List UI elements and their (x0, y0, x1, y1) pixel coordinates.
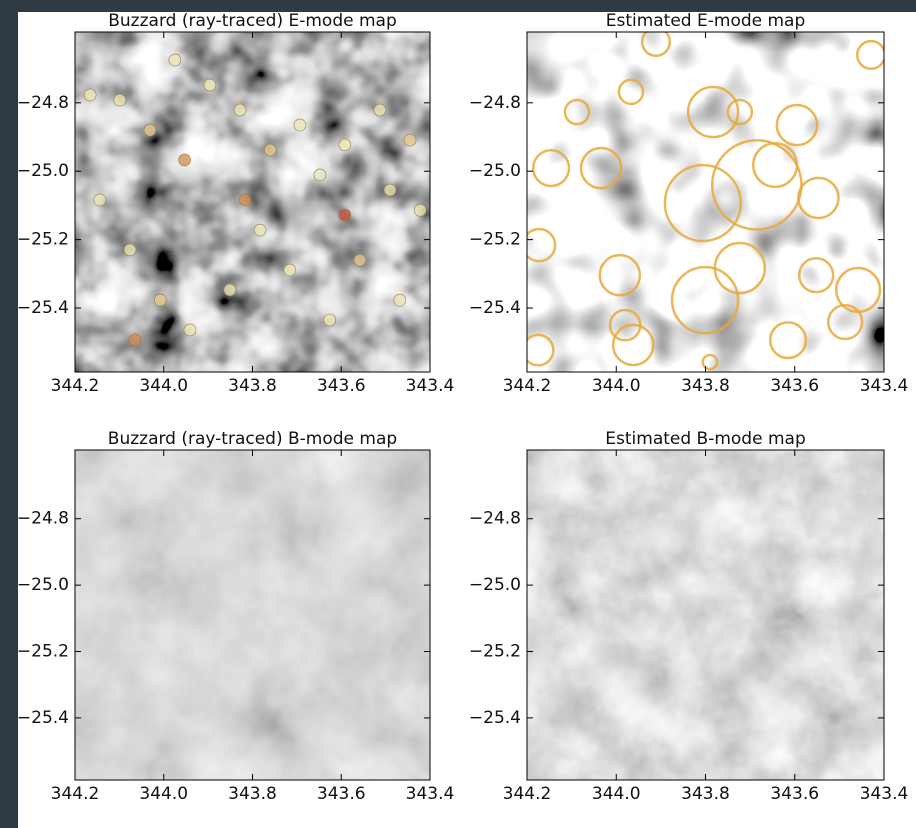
galaxy-point (169, 54, 181, 66)
y-tick-label: −25.0 (469, 161, 521, 181)
galaxy-point (94, 194, 106, 206)
galaxy-point (129, 334, 141, 346)
x-tick-label: 343.8 (228, 784, 277, 804)
galaxy-point (339, 139, 351, 151)
galaxy-point (124, 244, 136, 256)
x-tick-label: 344.2 (51, 376, 100, 396)
galaxy-point (394, 294, 406, 306)
y-tick-label: −25.4 (17, 298, 69, 318)
map-image (75, 450, 430, 780)
x-tick-label: 343.6 (317, 376, 366, 396)
x-tick-label: 344.0 (139, 376, 188, 396)
x-tick-label: 344.0 (592, 376, 641, 396)
galaxy-point (224, 284, 236, 296)
x-tick-label: 344.0 (139, 784, 188, 804)
y-tick-label: −25.0 (17, 575, 69, 595)
y-tick-label: −25.2 (469, 642, 521, 662)
y-tick-label: −25.0 (469, 575, 521, 595)
galaxy-point (384, 184, 396, 196)
galaxy-point (204, 79, 216, 91)
galaxy-point (154, 294, 166, 306)
y-tick-label: −24.8 (17, 509, 69, 529)
galaxy-point (144, 124, 156, 136)
galaxy-point (414, 204, 426, 216)
galaxy-point (84, 89, 96, 101)
panel: Buzzard (ray-traced) B-mode map 344.2 344.… (17, 429, 454, 804)
panel-title: Estimated E-mode map (606, 11, 806, 31)
galaxy-point (239, 194, 251, 206)
x-tick-label: 343.6 (317, 784, 366, 804)
y-tick-label: −25.0 (17, 161, 69, 181)
y-tick-label: −25.2 (17, 230, 69, 250)
map-image (527, 32, 884, 372)
x-tick-label: 343.4 (860, 376, 909, 396)
y-tick-label: −25.4 (469, 298, 521, 318)
galaxy-point (294, 119, 306, 131)
x-tick-label: 344.2 (51, 784, 100, 804)
y-tick-label: −24.8 (469, 93, 521, 113)
galaxy-point (264, 144, 276, 156)
map-image (527, 450, 884, 780)
x-tick-label: 343.4 (406, 376, 455, 396)
x-tick-label: 344.2 (503, 376, 552, 396)
x-tick-label: 344.0 (592, 784, 641, 804)
galaxy-point (374, 104, 386, 116)
panel: Estimated B-mode map 344.2 344.0 343.8 343.6… (469, 429, 908, 804)
panel-title: Estimated B-mode map (605, 429, 805, 449)
panel-title: Buzzard (ray-traced) B-mode map (108, 429, 397, 449)
galaxy-point (324, 314, 336, 326)
galaxy-point (184, 324, 196, 336)
y-tick-label: −24.8 (469, 509, 521, 529)
galaxy-point (254, 224, 266, 236)
galaxy-point (404, 134, 416, 146)
y-tick-label: −25.2 (17, 642, 69, 662)
y-tick-label: −24.8 (17, 93, 69, 113)
x-tick-label: 343.8 (681, 784, 730, 804)
y-tick-label: −25.2 (469, 230, 521, 250)
y-tick-label: −25.4 (469, 708, 521, 728)
figure: Buzzard (ray-traced) E-mode map 344.2 344.… (0, 0, 916, 828)
galaxy-point (314, 169, 326, 181)
x-tick-label: 343.6 (770, 376, 819, 396)
x-tick-label: 344.2 (503, 784, 552, 804)
galaxy-point (339, 209, 351, 221)
x-tick-label: 343.8 (228, 376, 277, 396)
galaxy-point (284, 264, 296, 276)
x-tick-label: 343.8 (681, 376, 730, 396)
galaxy-point (114, 94, 126, 106)
panel-title: Buzzard (ray-traced) E-mode map (108, 11, 397, 31)
map-image (75, 32, 430, 372)
panel: Estimated E-mode map 344.2 344.0 343.8 343.6… (469, 11, 908, 396)
galaxy-point (354, 254, 366, 266)
x-tick-label: 343.4 (406, 784, 455, 804)
y-tick-label: −25.4 (17, 708, 69, 728)
x-tick-label: 343.4 (860, 784, 909, 804)
galaxy-point (234, 104, 246, 116)
x-tick-label: 343.6 (770, 784, 819, 804)
galaxy-point (179, 154, 191, 166)
panel: Buzzard (ray-traced) E-mode map 344.2 344.… (17, 11, 454, 396)
